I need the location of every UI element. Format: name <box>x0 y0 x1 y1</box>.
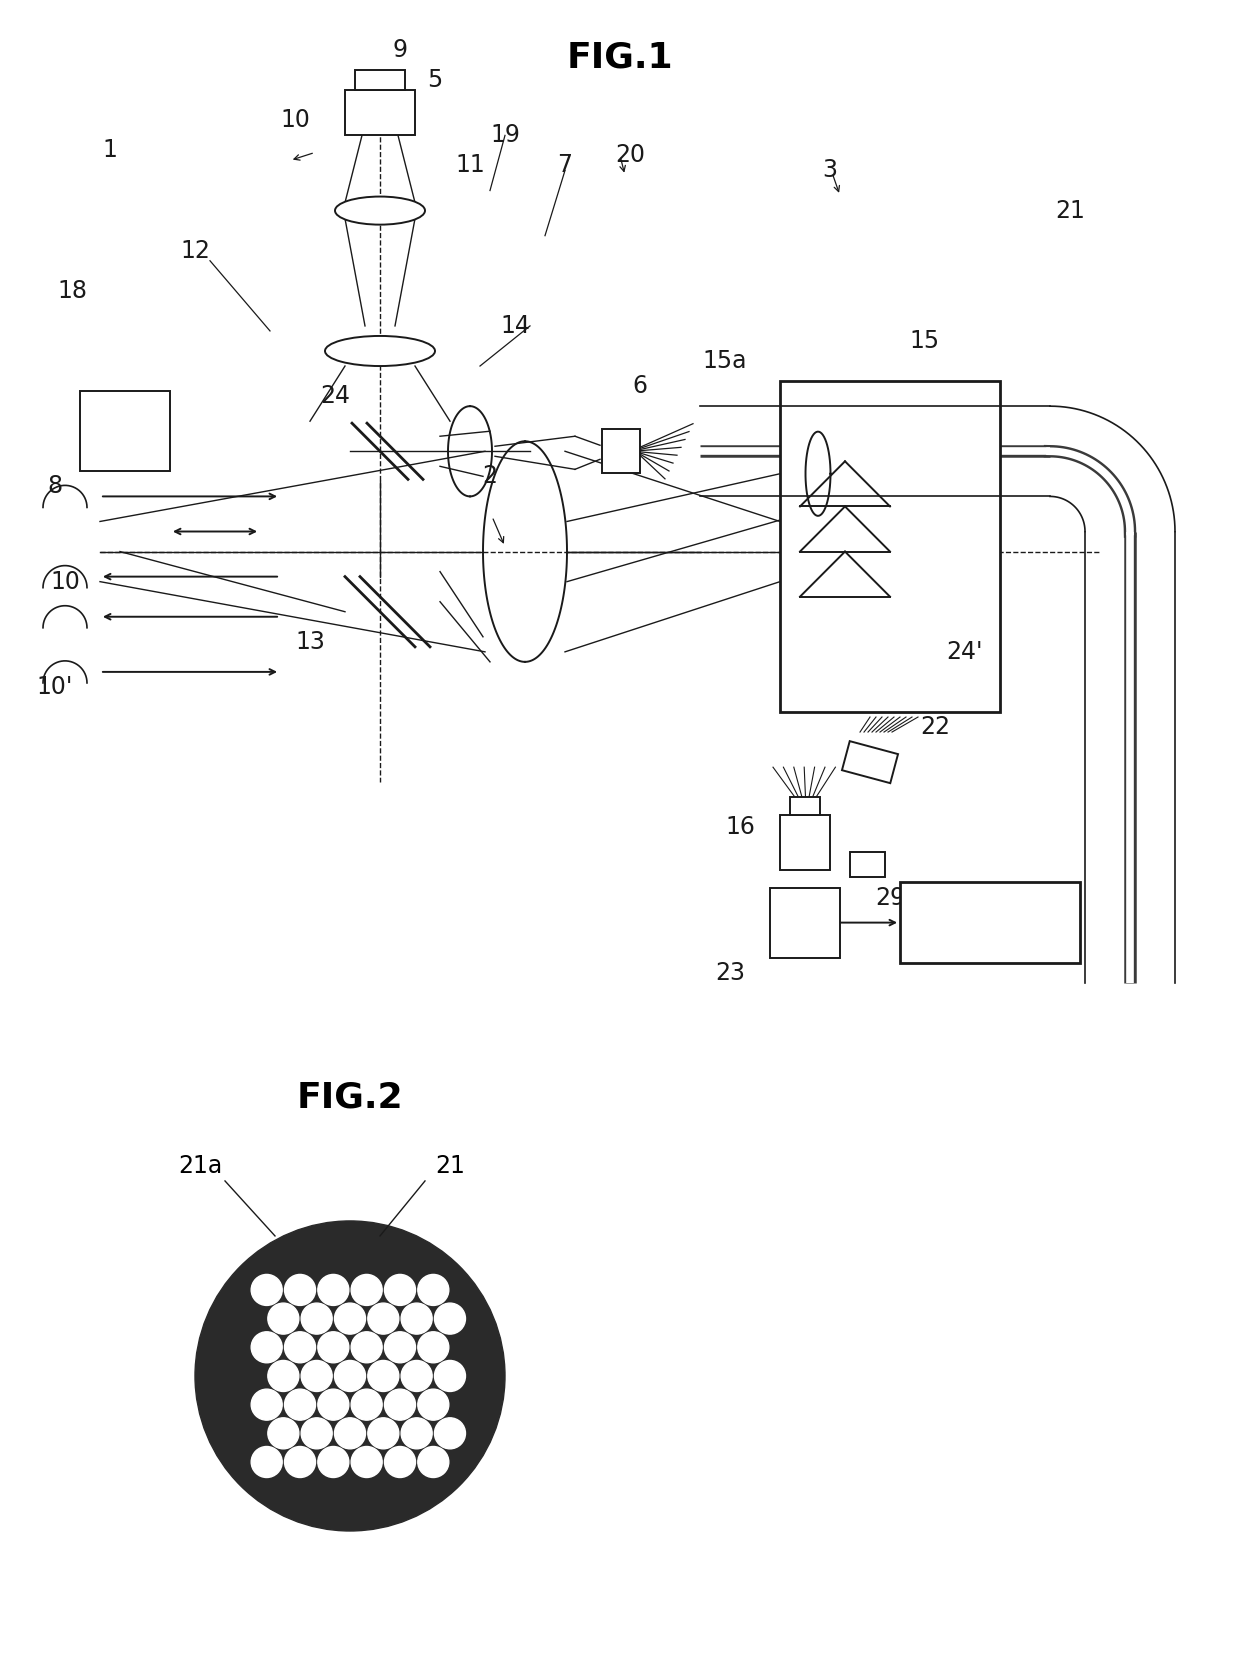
Text: 10': 10' <box>37 675 73 700</box>
Circle shape <box>317 1389 348 1419</box>
Circle shape <box>317 1331 348 1363</box>
Text: 29: 29 <box>875 886 905 910</box>
Circle shape <box>351 1331 382 1363</box>
Text: 10: 10 <box>50 570 79 593</box>
Text: 24': 24' <box>947 640 983 663</box>
Bar <box>780 815 830 870</box>
Circle shape <box>301 1303 332 1334</box>
Bar <box>81 392 170 471</box>
Text: 22: 22 <box>920 715 950 740</box>
Text: 13: 13 <box>295 630 325 653</box>
Text: 7: 7 <box>558 153 573 178</box>
Circle shape <box>335 1361 366 1391</box>
Text: 15a: 15a <box>703 348 748 373</box>
Ellipse shape <box>335 197 425 225</box>
Circle shape <box>284 1274 315 1306</box>
Text: FIG.1: FIG.1 <box>567 40 673 73</box>
Circle shape <box>195 1221 505 1531</box>
Text: 21a: 21a <box>177 1155 222 1178</box>
Circle shape <box>351 1274 382 1306</box>
Circle shape <box>402 1303 433 1334</box>
Circle shape <box>384 1274 415 1306</box>
Circle shape <box>335 1418 366 1449</box>
Text: 23: 23 <box>715 961 745 985</box>
Circle shape <box>301 1361 332 1391</box>
Circle shape <box>252 1389 283 1419</box>
Circle shape <box>335 1303 366 1334</box>
Bar <box>780 382 999 711</box>
Text: 14: 14 <box>500 313 529 338</box>
Circle shape <box>284 1446 315 1478</box>
Circle shape <box>384 1446 415 1478</box>
Circle shape <box>252 1274 283 1306</box>
Ellipse shape <box>325 337 435 367</box>
Text: 12: 12 <box>180 238 210 263</box>
Text: 8: 8 <box>47 475 62 498</box>
Bar <box>345 90 415 135</box>
Text: 20: 20 <box>615 143 645 168</box>
Circle shape <box>351 1446 382 1478</box>
Bar <box>900 883 1080 963</box>
Circle shape <box>418 1331 449 1363</box>
Circle shape <box>368 1418 399 1449</box>
Text: 21: 21 <box>1055 198 1085 223</box>
Circle shape <box>434 1418 465 1449</box>
Text: 9: 9 <box>393 38 408 62</box>
Circle shape <box>268 1303 299 1334</box>
Text: 21: 21 <box>435 1155 465 1178</box>
Bar <box>849 853 885 878</box>
Text: 24: 24 <box>320 385 350 408</box>
Text: 15: 15 <box>910 328 940 353</box>
Circle shape <box>351 1389 382 1419</box>
Text: 19: 19 <box>490 123 520 147</box>
Circle shape <box>418 1389 449 1419</box>
Circle shape <box>402 1418 433 1449</box>
Text: 2: 2 <box>482 465 497 488</box>
Text: 16: 16 <box>725 815 755 840</box>
Circle shape <box>317 1274 348 1306</box>
Text: 1: 1 <box>103 138 118 162</box>
Circle shape <box>317 1446 348 1478</box>
Bar <box>842 741 898 783</box>
Circle shape <box>402 1361 433 1391</box>
Bar <box>601 430 640 473</box>
Circle shape <box>418 1446 449 1478</box>
Text: 6: 6 <box>632 375 647 398</box>
Circle shape <box>284 1331 315 1363</box>
Bar <box>355 70 405 90</box>
Circle shape <box>368 1361 399 1391</box>
Circle shape <box>268 1418 299 1449</box>
Circle shape <box>252 1331 283 1363</box>
Bar <box>790 798 820 815</box>
Text: 18: 18 <box>57 278 87 303</box>
Circle shape <box>268 1361 299 1391</box>
Circle shape <box>301 1418 332 1449</box>
Circle shape <box>368 1303 399 1334</box>
Circle shape <box>384 1389 415 1419</box>
Text: 5: 5 <box>428 68 443 92</box>
Circle shape <box>252 1446 283 1478</box>
Text: 10: 10 <box>280 108 310 132</box>
Text: 3: 3 <box>822 158 837 183</box>
Text: FIG.2: FIG.2 <box>296 1081 403 1115</box>
Circle shape <box>284 1389 315 1419</box>
Text: 11: 11 <box>455 153 485 178</box>
Circle shape <box>434 1303 465 1334</box>
Circle shape <box>434 1361 465 1391</box>
Circle shape <box>384 1331 415 1363</box>
Bar <box>770 888 839 958</box>
Circle shape <box>418 1274 449 1306</box>
